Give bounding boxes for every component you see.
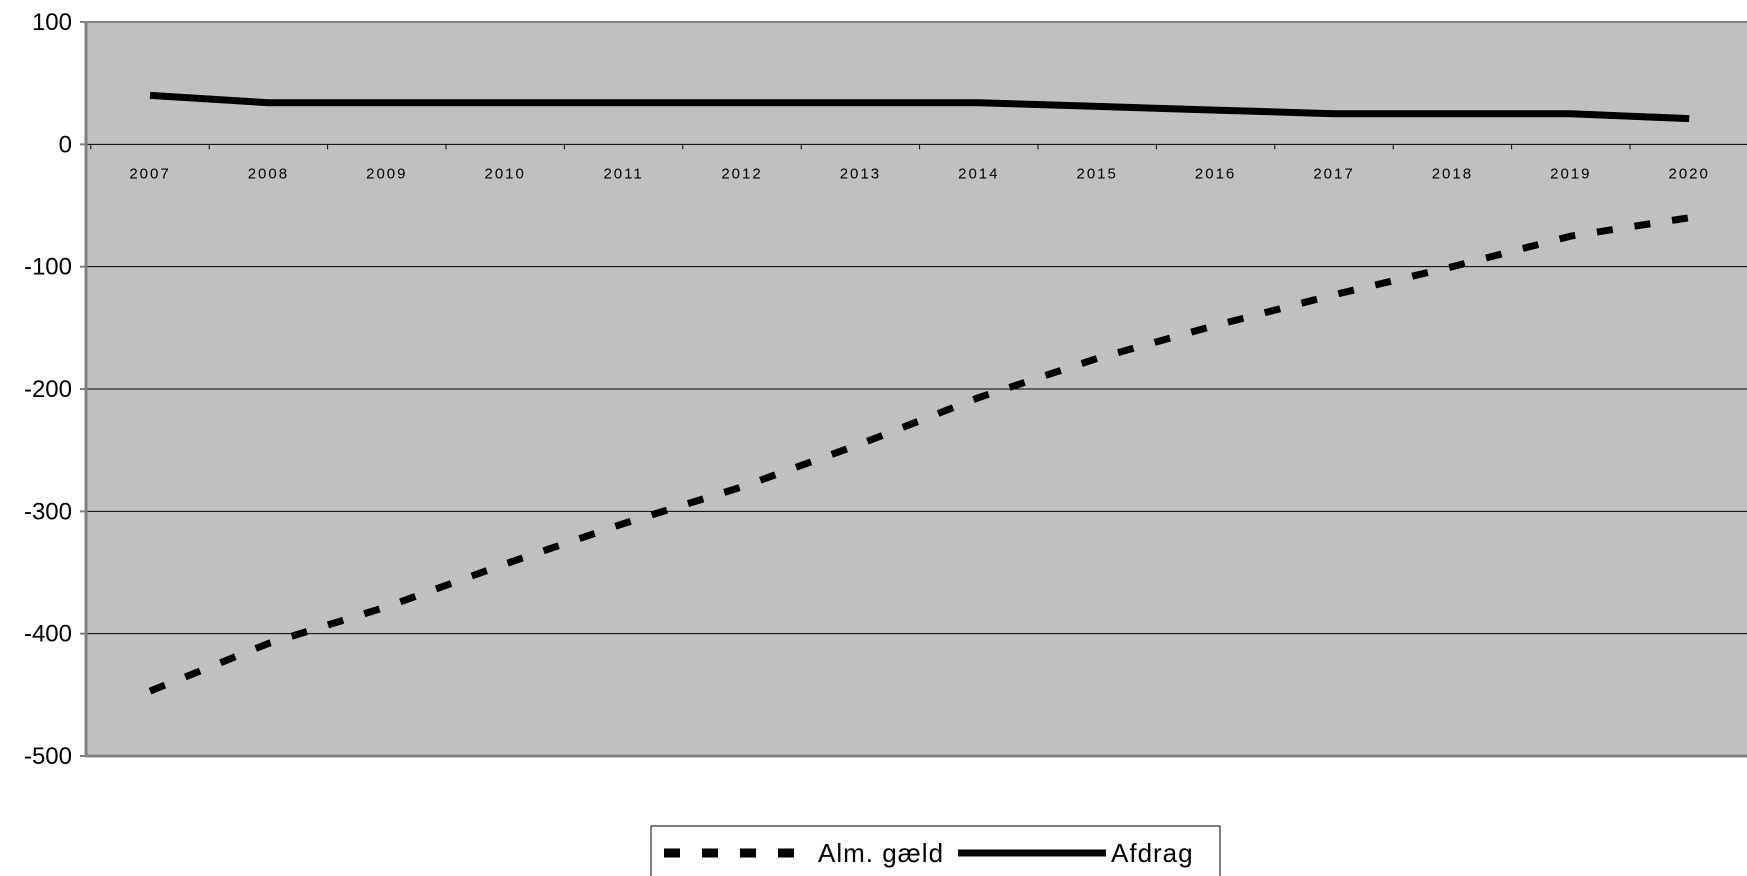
- x-tick-label: 2016: [1195, 165, 1236, 182]
- x-tick-label: 2014: [958, 165, 999, 182]
- y-axis-tick-labels: 100 0 -100 -200 -300 -400 -500: [24, 9, 72, 770]
- series-line-afdrag: [149, 91, 1690, 123]
- x-tick-label: 2013: [840, 165, 881, 182]
- series-lines: [148, 91, 1690, 695]
- x-tick-label: 2011: [603, 165, 643, 182]
- x-tick-label: 2017: [1313, 165, 1354, 182]
- y-tick-label: 0: [59, 131, 72, 158]
- x-tick-label: 2010: [485, 165, 526, 182]
- axes: [84, 21, 1747, 758]
- legend: Alm. gæld Afdrag: [650, 825, 1221, 876]
- legend-label-alm-gaeld: Alm. gæld: [818, 838, 944, 868]
- y-tick-label: -500: [24, 743, 72, 770]
- x-tick-label: 2012: [721, 165, 762, 182]
- y-tick-label: -200: [24, 376, 72, 403]
- x-tick-label: 2008: [248, 165, 289, 182]
- x-axis-tick-labels: 2007 2008 2009 2010 2011 2012 2013 2014 2015 2016…: [129, 165, 1710, 182]
- x-tick-label: 2007: [129, 165, 170, 182]
- x-tick-label: 2018: [1432, 165, 1473, 182]
- x-tick-label: 2015: [1077, 165, 1118, 182]
- y-tick-label: -100: [24, 254, 72, 281]
- x-tick-label: 2009: [366, 165, 407, 182]
- y-tick-label: -400: [24, 621, 72, 648]
- y-tick-label: 100: [32, 9, 72, 36]
- legend-label-afdrag: Afdrag: [1111, 838, 1194, 868]
- y-tick-label: -300: [24, 498, 72, 525]
- series-line-alm-gaeld: [148, 214, 1690, 695]
- x-tick-label: 2019: [1550, 165, 1591, 182]
- x-tick-label: 2020: [1669, 165, 1710, 182]
